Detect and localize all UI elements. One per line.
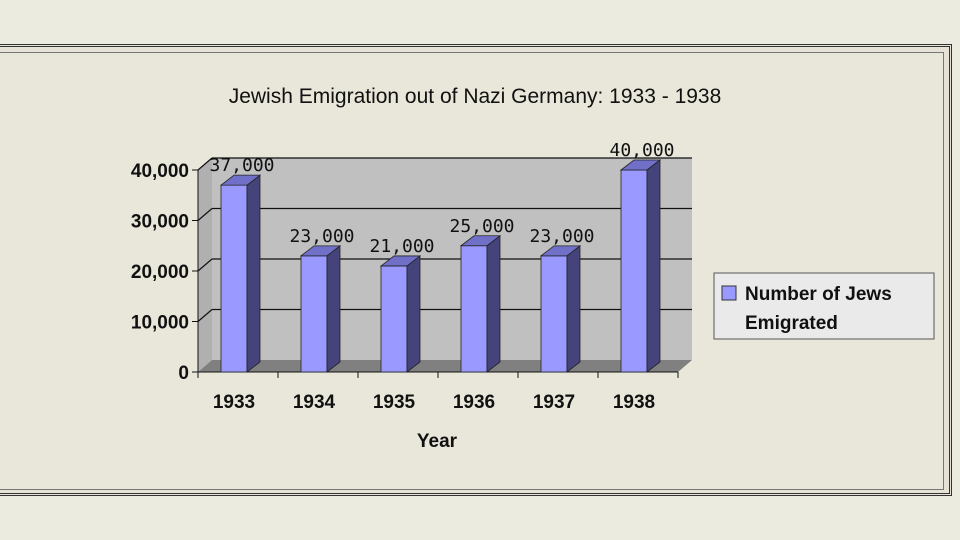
data-label: 23,000	[529, 226, 594, 247]
bar-top	[539, 245, 582, 257]
data-label: 25,000	[449, 216, 514, 237]
x-axis-label: Year	[417, 431, 458, 452]
bar-side	[646, 159, 661, 373]
bar-side	[246, 174, 261, 373]
bar-front	[540, 255, 568, 373]
legend-label-line-2: Emigrated	[745, 313, 838, 334]
x-tick-label: 1937	[533, 392, 575, 413]
bar-side	[566, 245, 581, 373]
data-label: 23,000	[289, 226, 354, 247]
x-tick-label: 1933	[213, 392, 255, 413]
bar-front	[620, 169, 648, 373]
y-tick-label: 20,000	[131, 262, 189, 283]
bar-front	[460, 245, 488, 373]
x-tick-label: 1935	[373, 392, 416, 413]
bar-side	[486, 234, 501, 373]
chart-title: Jewish Emigration out of Nazi Germany: 1…	[229, 85, 722, 108]
x-tick-label: 1936	[453, 392, 495, 413]
data-label: 37,000	[209, 155, 274, 176]
legend-label-line-1: Number of Jews	[745, 284, 892, 305]
y-tick-label: 0	[178, 363, 189, 384]
gridline-depth	[197, 258, 213, 272]
bar-top	[299, 245, 342, 257]
bar-front	[380, 265, 408, 373]
bar-top	[459, 235, 502, 247]
bar-top	[379, 255, 422, 267]
data-label: 40,000	[609, 140, 674, 161]
gridline-depth	[197, 157, 213, 171]
gridline-depth	[197, 309, 213, 322]
bar-top	[219, 174, 262, 186]
plot-area: 0 10,000 20,000 30,000 40,000 37,000 1933 23,00…	[131, 140, 692, 413]
bar-top	[619, 159, 662, 171]
legend-swatch	[721, 285, 737, 301]
bar-front	[300, 255, 328, 373]
x-tick-label: 1938	[613, 392, 655, 413]
data-label: 21,000	[369, 236, 434, 257]
floor	[198, 360, 692, 372]
x-tick-label: 1934	[293, 392, 336, 413]
y-tick-label: 40,000	[131, 161, 189, 182]
bar-side	[326, 245, 341, 373]
bar-side	[406, 255, 421, 373]
gridline-depth	[197, 208, 213, 221]
y-tick-label: 30,000	[131, 212, 189, 233]
legend: Number of Jews Emigrated	[713, 272, 935, 340]
legend-box	[713, 272, 935, 340]
y-tick-label: 10,000	[131, 313, 189, 334]
bar-front	[220, 184, 248, 373]
